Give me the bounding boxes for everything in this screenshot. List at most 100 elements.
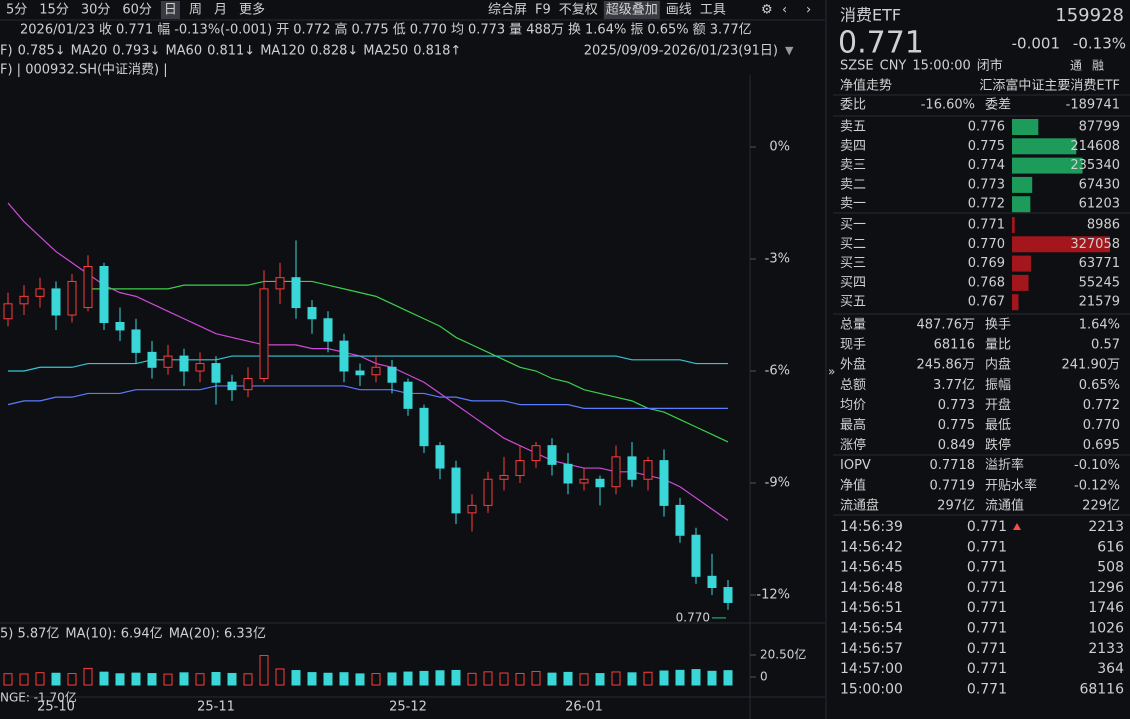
x-tick-label: 25-11 xyxy=(197,700,235,715)
book-volume: 21579 xyxy=(1079,295,1120,310)
volume-bar xyxy=(355,673,365,686)
trade-time: 14:56:51 xyxy=(840,600,903,616)
trade-price: 0.771 xyxy=(967,580,1007,596)
info-item: 均 xyxy=(451,23,464,38)
panel-tab[interactable]: 净值走势 xyxy=(840,78,892,94)
dropdown-icon[interactable]: ▼ xyxy=(785,44,794,57)
stat-value: 229亿 xyxy=(1082,498,1120,513)
trade-volume: 508 xyxy=(1097,560,1124,576)
prev-icon[interactable]: ‹ xyxy=(782,3,787,18)
period-tab[interactable]: 周 xyxy=(189,3,202,18)
stat-value: 487.76万 xyxy=(917,318,976,333)
candle-body xyxy=(147,351,157,368)
book-label: 买三 xyxy=(840,256,866,271)
volume-bar xyxy=(515,672,525,686)
collapse-icon[interactable]: » xyxy=(828,365,835,379)
period-tab[interactable]: 60分 xyxy=(122,3,152,18)
candle-body xyxy=(323,318,333,342)
candle-body xyxy=(707,575,717,589)
info-item: 488万 xyxy=(526,23,564,38)
tool-button[interactable]: 不复权 xyxy=(559,2,598,18)
candle-body xyxy=(451,467,461,514)
volume-bar xyxy=(499,672,509,686)
period-tab[interactable]: 日 xyxy=(164,3,177,18)
book-price: 0.775 xyxy=(968,139,1005,154)
ma-name: MA250 xyxy=(363,44,408,59)
volume-bar xyxy=(227,672,237,686)
tool-button[interactable]: 综合屏 xyxy=(488,3,527,18)
book-volume: 61203 xyxy=(1079,197,1120,212)
panel-tab[interactable]: 汇添富中证主要消费ETF xyxy=(979,78,1120,94)
tool-button[interactable]: 画线 xyxy=(666,3,692,18)
candle-body xyxy=(179,355,189,372)
stat-label: 最低 xyxy=(985,418,1011,433)
book-bar xyxy=(1012,119,1039,135)
tool-button[interactable]: F9 xyxy=(535,3,551,18)
stat-label: 跌停 xyxy=(985,437,1011,453)
last-price: 0.771 xyxy=(838,26,924,61)
trade-time: 14:56:42 xyxy=(840,539,903,555)
book-bar xyxy=(1012,236,1110,253)
volume-bar xyxy=(323,672,333,686)
value: -189741 xyxy=(1066,98,1120,113)
volume-bar xyxy=(67,673,77,686)
x-tick-label: 25-10 xyxy=(37,700,75,715)
candle-body xyxy=(467,504,477,514)
trade-price: 0.771 xyxy=(967,600,1007,616)
trade-price: 0.771 xyxy=(967,621,1007,637)
volume-bar xyxy=(659,670,669,686)
candle-body xyxy=(227,381,237,391)
period-tab[interactable]: 月 xyxy=(214,3,227,18)
label: 委差 xyxy=(985,98,1011,113)
candle-body xyxy=(3,303,13,320)
stat-label: 均价 xyxy=(840,398,866,413)
volume-bar xyxy=(707,670,717,686)
stat-label: 总额 xyxy=(840,378,866,393)
book-label: 卖五 xyxy=(840,120,866,135)
ma-line xyxy=(8,355,728,372)
candle-body xyxy=(259,288,269,379)
period-tab[interactable]: 5分 xyxy=(6,3,27,18)
period-tab[interactable]: 30分 xyxy=(81,3,111,18)
volume-bar xyxy=(563,671,573,686)
active-tab xyxy=(160,1,180,19)
tool-button[interactable]: 超级叠加 xyxy=(606,3,658,18)
book-volume: 327058 xyxy=(1070,237,1120,252)
x-tick-label: 26-01 xyxy=(565,700,603,715)
stat-label: 现手 xyxy=(840,338,866,353)
indicator-note: NGE: -1.70亿 xyxy=(0,690,77,705)
trade-price: 0.771 xyxy=(967,560,1007,576)
trade-volume: 68116 xyxy=(1079,681,1124,697)
ma-name: MA60 xyxy=(165,44,202,59)
tool-button[interactable]: 工具 xyxy=(700,3,726,18)
book-label: 买一 xyxy=(840,218,866,233)
info-item: 换 xyxy=(568,23,581,38)
next-icon[interactable]: › xyxy=(806,3,811,18)
info-item: 0.773 xyxy=(468,23,505,38)
volume-bar xyxy=(723,670,733,686)
info-item: 0.775 xyxy=(351,23,388,38)
volume-bar xyxy=(195,673,205,686)
stat-label: 净值 xyxy=(840,477,866,493)
info-item: 高 xyxy=(334,22,347,38)
volume-bar xyxy=(403,671,413,686)
candle-body xyxy=(163,355,173,368)
trade-price: 0.771 xyxy=(967,519,1007,535)
book-price: 0.774 xyxy=(968,158,1005,173)
date-range[interactable]: 2025/09/09-2026/01/23(91日) xyxy=(584,44,778,59)
ma-value: 0.785↓ xyxy=(18,44,66,59)
volume-bar xyxy=(147,673,157,686)
info-item: 1.64% xyxy=(585,23,626,38)
volume-bar xyxy=(259,655,269,686)
stat-label: IOPV xyxy=(840,458,871,473)
info-item: 0.65% xyxy=(647,23,688,38)
settings-icon[interactable]: ⚙ xyxy=(761,3,773,18)
stat-label: 振幅 xyxy=(985,378,1011,393)
period-tab[interactable]: 更多 xyxy=(239,2,265,18)
trade-time: 15:00:00 xyxy=(840,681,903,697)
period-tab[interactable]: 15分 xyxy=(39,3,69,18)
volume-bar xyxy=(435,670,445,686)
stat-value: 0.57 xyxy=(1091,338,1120,353)
book-volume: 63771 xyxy=(1079,256,1120,271)
